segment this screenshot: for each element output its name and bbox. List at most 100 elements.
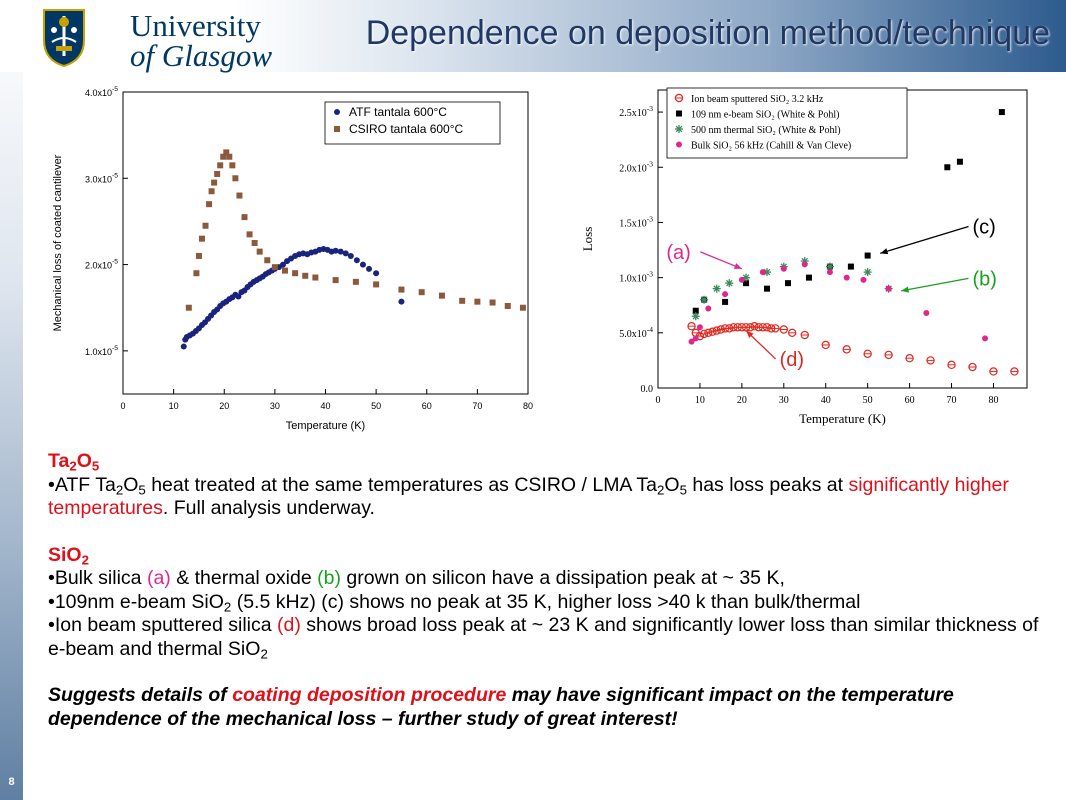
chart0-xtick-label-6: 60: [422, 401, 432, 411]
chart1-series0-point-20: [771, 324, 780, 333]
chart0-ytick-label-1: 2.0x10-5: [85, 259, 118, 271]
chart1-series3-point-9: [826, 269, 833, 276]
chart1-series2-point-1: [700, 295, 709, 304]
chart1-legend-marker-2-d2: [675, 125, 683, 133]
conclusion-part1: Suggests details of: [48, 684, 233, 706]
ta-line-part2: O: [123, 473, 139, 496]
ta-line-sub1: 2: [115, 481, 124, 497]
chart1-ylabel: Loss: [580, 227, 595, 252]
chart1-series2-point-9-d2: [864, 268, 871, 276]
chart0-series1-point-10: [220, 153, 227, 160]
chart1-series1-point-4: [764, 285, 771, 292]
chart0-series1-point-32: [459, 297, 466, 304]
chart1-series1-point-0: [692, 307, 699, 314]
chart1-series2-point-8: [825, 262, 834, 271]
chart1-series1-point-3: [743, 280, 750, 287]
bullet3-part1: •Ion beam sputtered silica: [48, 614, 278, 636]
chart1-ytick-label-3: 1.5x10-3: [619, 214, 653, 229]
slide-number: 8: [8, 776, 15, 788]
logo-line-1: University: [130, 8, 261, 43]
chart1-series3-point-14: [982, 335, 989, 342]
body-text: Ta2O5 •ATF Ta2O5 heat treated at the sam…: [48, 450, 1056, 731]
chart0-series0-point-0: [180, 343, 187, 350]
chart1-series0-point-9: [725, 324, 734, 333]
chart0-legend-marker-1: [334, 126, 340, 132]
chart1-series2-point-3-d2: [726, 279, 733, 287]
chart1-series3-point-1: [692, 335, 699, 342]
sio2-bullet-3: •Ion beam sputtered silica (d) shows bro…: [48, 614, 1056, 661]
chart0-series1-point-24: [302, 272, 309, 279]
chart0-series1-point-5: [206, 201, 213, 208]
chart0-xtick-label-8: 80: [523, 401, 533, 411]
chart1-series0-point-31: [968, 362, 977, 372]
chart1-series2-point-8-d2: [826, 263, 834, 270]
chart0-series0-point-52: [366, 265, 373, 272]
chart1-xtick-label-3: 30: [779, 395, 789, 406]
chart1-series3-point-10: [843, 274, 850, 281]
chart1-legend-box: [666, 87, 908, 159]
chart1-ytick-label-0: 0.0: [641, 384, 654, 395]
bullet2-part2: (5.5 kHz) (c) shows no peak at 35 K, hig…: [231, 590, 861, 613]
chart0-series1-point-4: [202, 222, 209, 229]
chart1-series3-point-4: [722, 291, 729, 298]
chart1-series1-point-9: [864, 252, 871, 259]
chart1-series3-point-3: [705, 305, 712, 312]
chart1-ytick-label-1: 5.0x10-4: [619, 325, 653, 340]
chart0-series0-point-47: [337, 248, 344, 255]
chart1-xtick-label-5: 50: [863, 395, 873, 406]
chart1-series0-point-24: [821, 340, 830, 350]
chart0-legend-marker-0: [334, 109, 340, 115]
ta-line-part3: heat treated at the same temperatures as…: [145, 473, 658, 496]
chart0-series0-point-49: [347, 252, 354, 259]
chart0-series1-point-8: [214, 170, 221, 177]
chart1-series0-point-14: [746, 323, 755, 332]
chart0-ytick-label-2: 3.0x10-5: [85, 172, 118, 184]
chart1-series1-point-12: [998, 109, 1005, 116]
chart0-ytick-label-3: 4.0x10-5: [85, 86, 118, 98]
ta2o5-heading-sub1: 2: [69, 458, 77, 474]
chart1-xtick-label-0: 0: [656, 395, 661, 406]
chart0-series1-point-6: [208, 188, 215, 195]
ta2o5-heading-sub2: 5: [91, 458, 100, 474]
chart1-legend-label-1: 109 nm e-beam SiO₂ (White & Pohl): [691, 110, 839, 121]
chart1-annotation-2: (c): [972, 216, 995, 238]
chart1-series3-point-5: [738, 276, 745, 283]
chart1-legend-marker-2: [675, 125, 683, 133]
chart1-series0-point-28: [905, 354, 914, 363]
chart0-series1-point-18: [251, 240, 258, 246]
chart0-series1-point-23: [292, 270, 299, 277]
bullet1-part3: grown on silicon have a dissipation peak…: [340, 567, 785, 589]
chart0-series1-point-1: [193, 270, 200, 277]
bullet1-label-b: (b): [317, 567, 341, 589]
conclusion-highlight: coating deposition procedure: [232, 684, 507, 706]
ta2o5-heading-ta: Ta: [48, 450, 70, 472]
chart1-series0-point-27: [884, 350, 893, 360]
chart1-series0-point-32: [989, 367, 998, 376]
chart1-series0-point-21: [779, 325, 788, 334]
chart1-series0-point-7-ring: [716, 325, 726, 334]
bullet2-sub: 2: [223, 598, 232, 614]
university-logo: University of Glasgow: [40, 8, 272, 71]
chart1-annotation-arrowhead-1: [901, 286, 910, 293]
chart1-xtick-label-6: 60: [905, 395, 915, 406]
chart1-legend-label-3: Bulk SiO₂ 56 kHz (Cahill & Van Cleve): [691, 141, 851, 152]
chart1-series0-point-26: [863, 349, 872, 358]
ta-line-sub3: 2: [657, 481, 665, 497]
bullet1-part2: & thermal oxide: [170, 567, 318, 589]
conclusion: Suggests details of coating deposition p…: [48, 684, 1056, 731]
chart1-series3-point-13: [923, 309, 930, 316]
chart0-xlabel: Temperature (K): [286, 420, 365, 432]
bullet2-part1: •109nm e-beam SiO: [48, 590, 224, 613]
chart1-series0-point-18-ring: [762, 323, 772, 332]
chart-left-tantala-loss: 0 10 20 30 40 50 60 70 80 1.0x10-5 2.0x10-5 3.0x10-…: [40, 80, 540, 440]
chart1-ytick-label-2: 1.0x10-3: [619, 270, 653, 285]
chart1-series0-point-3: [699, 329, 709, 339]
chart1-ytick-label-5: 2.5x10-3: [619, 104, 653, 119]
chart0-series1-point-0: [185, 304, 192, 311]
chart1-series0-point-6: [712, 326, 721, 335]
crest-icon: [43, 9, 85, 68]
bullet3-label-d: (d): [277, 614, 301, 636]
chart1-series0-point-22: [787, 328, 797, 338]
chart1-legend-marker-3: [676, 141, 682, 148]
ta2o5-bullet: •ATF Ta2O5 heat treated at the same temp…: [48, 474, 1056, 521]
